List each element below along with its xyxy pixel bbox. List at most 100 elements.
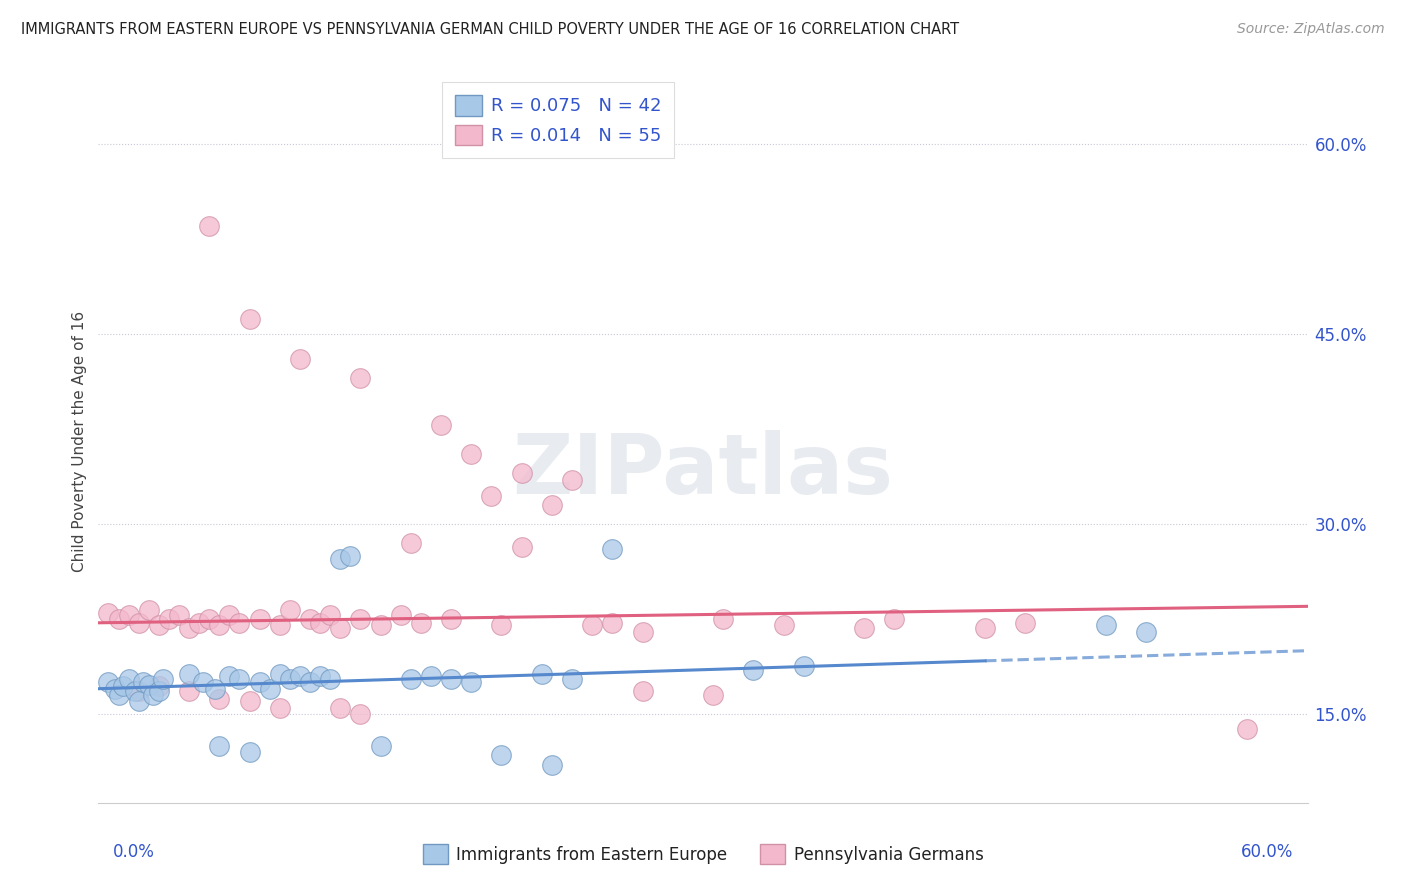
- Point: [288, 352, 311, 367]
- Point: [540, 757, 562, 772]
- Point: [128, 694, 150, 708]
- Point: [631, 624, 654, 639]
- Point: [148, 684, 170, 698]
- Point: [198, 219, 221, 233]
- Point: [148, 618, 170, 632]
- Point: [208, 618, 231, 632]
- Text: IMMIGRANTS FROM EASTERN EUROPE VS PENNSYLVANIA GERMAN CHILD POVERTY UNDER THE AG: IMMIGRANTS FROM EASTERN EUROPE VS PENNSY…: [21, 22, 959, 37]
- Point: [370, 739, 392, 753]
- Point: [440, 612, 463, 626]
- Point: [530, 666, 553, 681]
- Point: [97, 606, 120, 620]
- Point: [883, 612, 905, 626]
- Point: [118, 672, 141, 686]
- Point: [107, 612, 129, 626]
- Point: [148, 679, 170, 693]
- Point: [138, 603, 160, 617]
- Point: [491, 618, 513, 632]
- Point: [288, 669, 311, 683]
- Point: [218, 669, 240, 683]
- Point: [259, 681, 281, 696]
- Point: [208, 739, 231, 753]
- Point: [399, 536, 422, 550]
- Point: [540, 498, 562, 512]
- Point: [772, 618, 794, 632]
- Point: [702, 688, 724, 702]
- Point: [1014, 615, 1036, 630]
- Point: [370, 618, 392, 632]
- Point: [1236, 723, 1258, 737]
- Point: [179, 666, 201, 681]
- Point: [602, 615, 624, 630]
- Point: [602, 542, 624, 557]
- Point: [97, 675, 120, 690]
- Legend: Immigrants from Eastern Europe, Pennsylvania Germans: Immigrants from Eastern Europe, Pennsylv…: [416, 838, 990, 871]
- Point: [409, 615, 432, 630]
- Point: [179, 684, 201, 698]
- Point: [349, 612, 371, 626]
- Point: [198, 612, 221, 626]
- Text: 60.0%: 60.0%: [1241, 843, 1294, 861]
- Point: [111, 679, 134, 693]
- Text: 0.0%: 0.0%: [112, 843, 155, 861]
- Point: [460, 447, 482, 461]
- Point: [239, 311, 262, 326]
- Point: [249, 675, 271, 690]
- Point: [118, 608, 141, 623]
- Point: [167, 608, 190, 623]
- Point: [188, 615, 211, 630]
- Y-axis label: Child Poverty Under the Age of 16: Child Poverty Under the Age of 16: [72, 311, 87, 572]
- Point: [124, 684, 146, 698]
- Point: [440, 672, 463, 686]
- Point: [974, 621, 997, 635]
- Text: ZIPatlas: ZIPatlas: [513, 430, 893, 511]
- Point: [249, 612, 271, 626]
- Point: [179, 621, 201, 635]
- Point: [269, 700, 291, 714]
- Point: [581, 618, 603, 632]
- Point: [138, 678, 160, 692]
- Point: [399, 672, 422, 686]
- Point: [631, 684, 654, 698]
- Point: [299, 675, 322, 690]
- Point: [349, 707, 371, 722]
- Point: [193, 675, 215, 690]
- Point: [349, 371, 371, 385]
- Point: [103, 681, 125, 696]
- Point: [561, 473, 583, 487]
- Point: [430, 418, 453, 433]
- Point: [128, 684, 150, 698]
- Point: [491, 747, 513, 762]
- Point: [1095, 618, 1118, 632]
- Point: [132, 675, 155, 690]
- Point: [228, 672, 250, 686]
- Point: [228, 615, 250, 630]
- Point: [510, 467, 533, 481]
- Point: [278, 603, 301, 617]
- Point: [204, 681, 226, 696]
- Point: [299, 612, 322, 626]
- Point: [157, 612, 180, 626]
- Point: [339, 549, 361, 563]
- Point: [329, 621, 352, 635]
- Point: [853, 621, 876, 635]
- Point: [711, 612, 734, 626]
- Legend: R = 0.075   N = 42, R = 0.014   N = 55: R = 0.075 N = 42, R = 0.014 N = 55: [441, 82, 673, 158]
- Point: [481, 489, 503, 503]
- Point: [793, 659, 815, 673]
- Point: [510, 540, 533, 554]
- Point: [389, 608, 412, 623]
- Point: [309, 615, 332, 630]
- Point: [329, 552, 352, 566]
- Point: [128, 615, 150, 630]
- Point: [742, 663, 765, 677]
- Point: [319, 608, 342, 623]
- Point: [208, 691, 231, 706]
- Point: [269, 666, 291, 681]
- Point: [152, 672, 174, 686]
- Point: [319, 672, 342, 686]
- Point: [460, 675, 482, 690]
- Point: [1135, 624, 1157, 639]
- Point: [239, 694, 262, 708]
- Point: [420, 669, 443, 683]
